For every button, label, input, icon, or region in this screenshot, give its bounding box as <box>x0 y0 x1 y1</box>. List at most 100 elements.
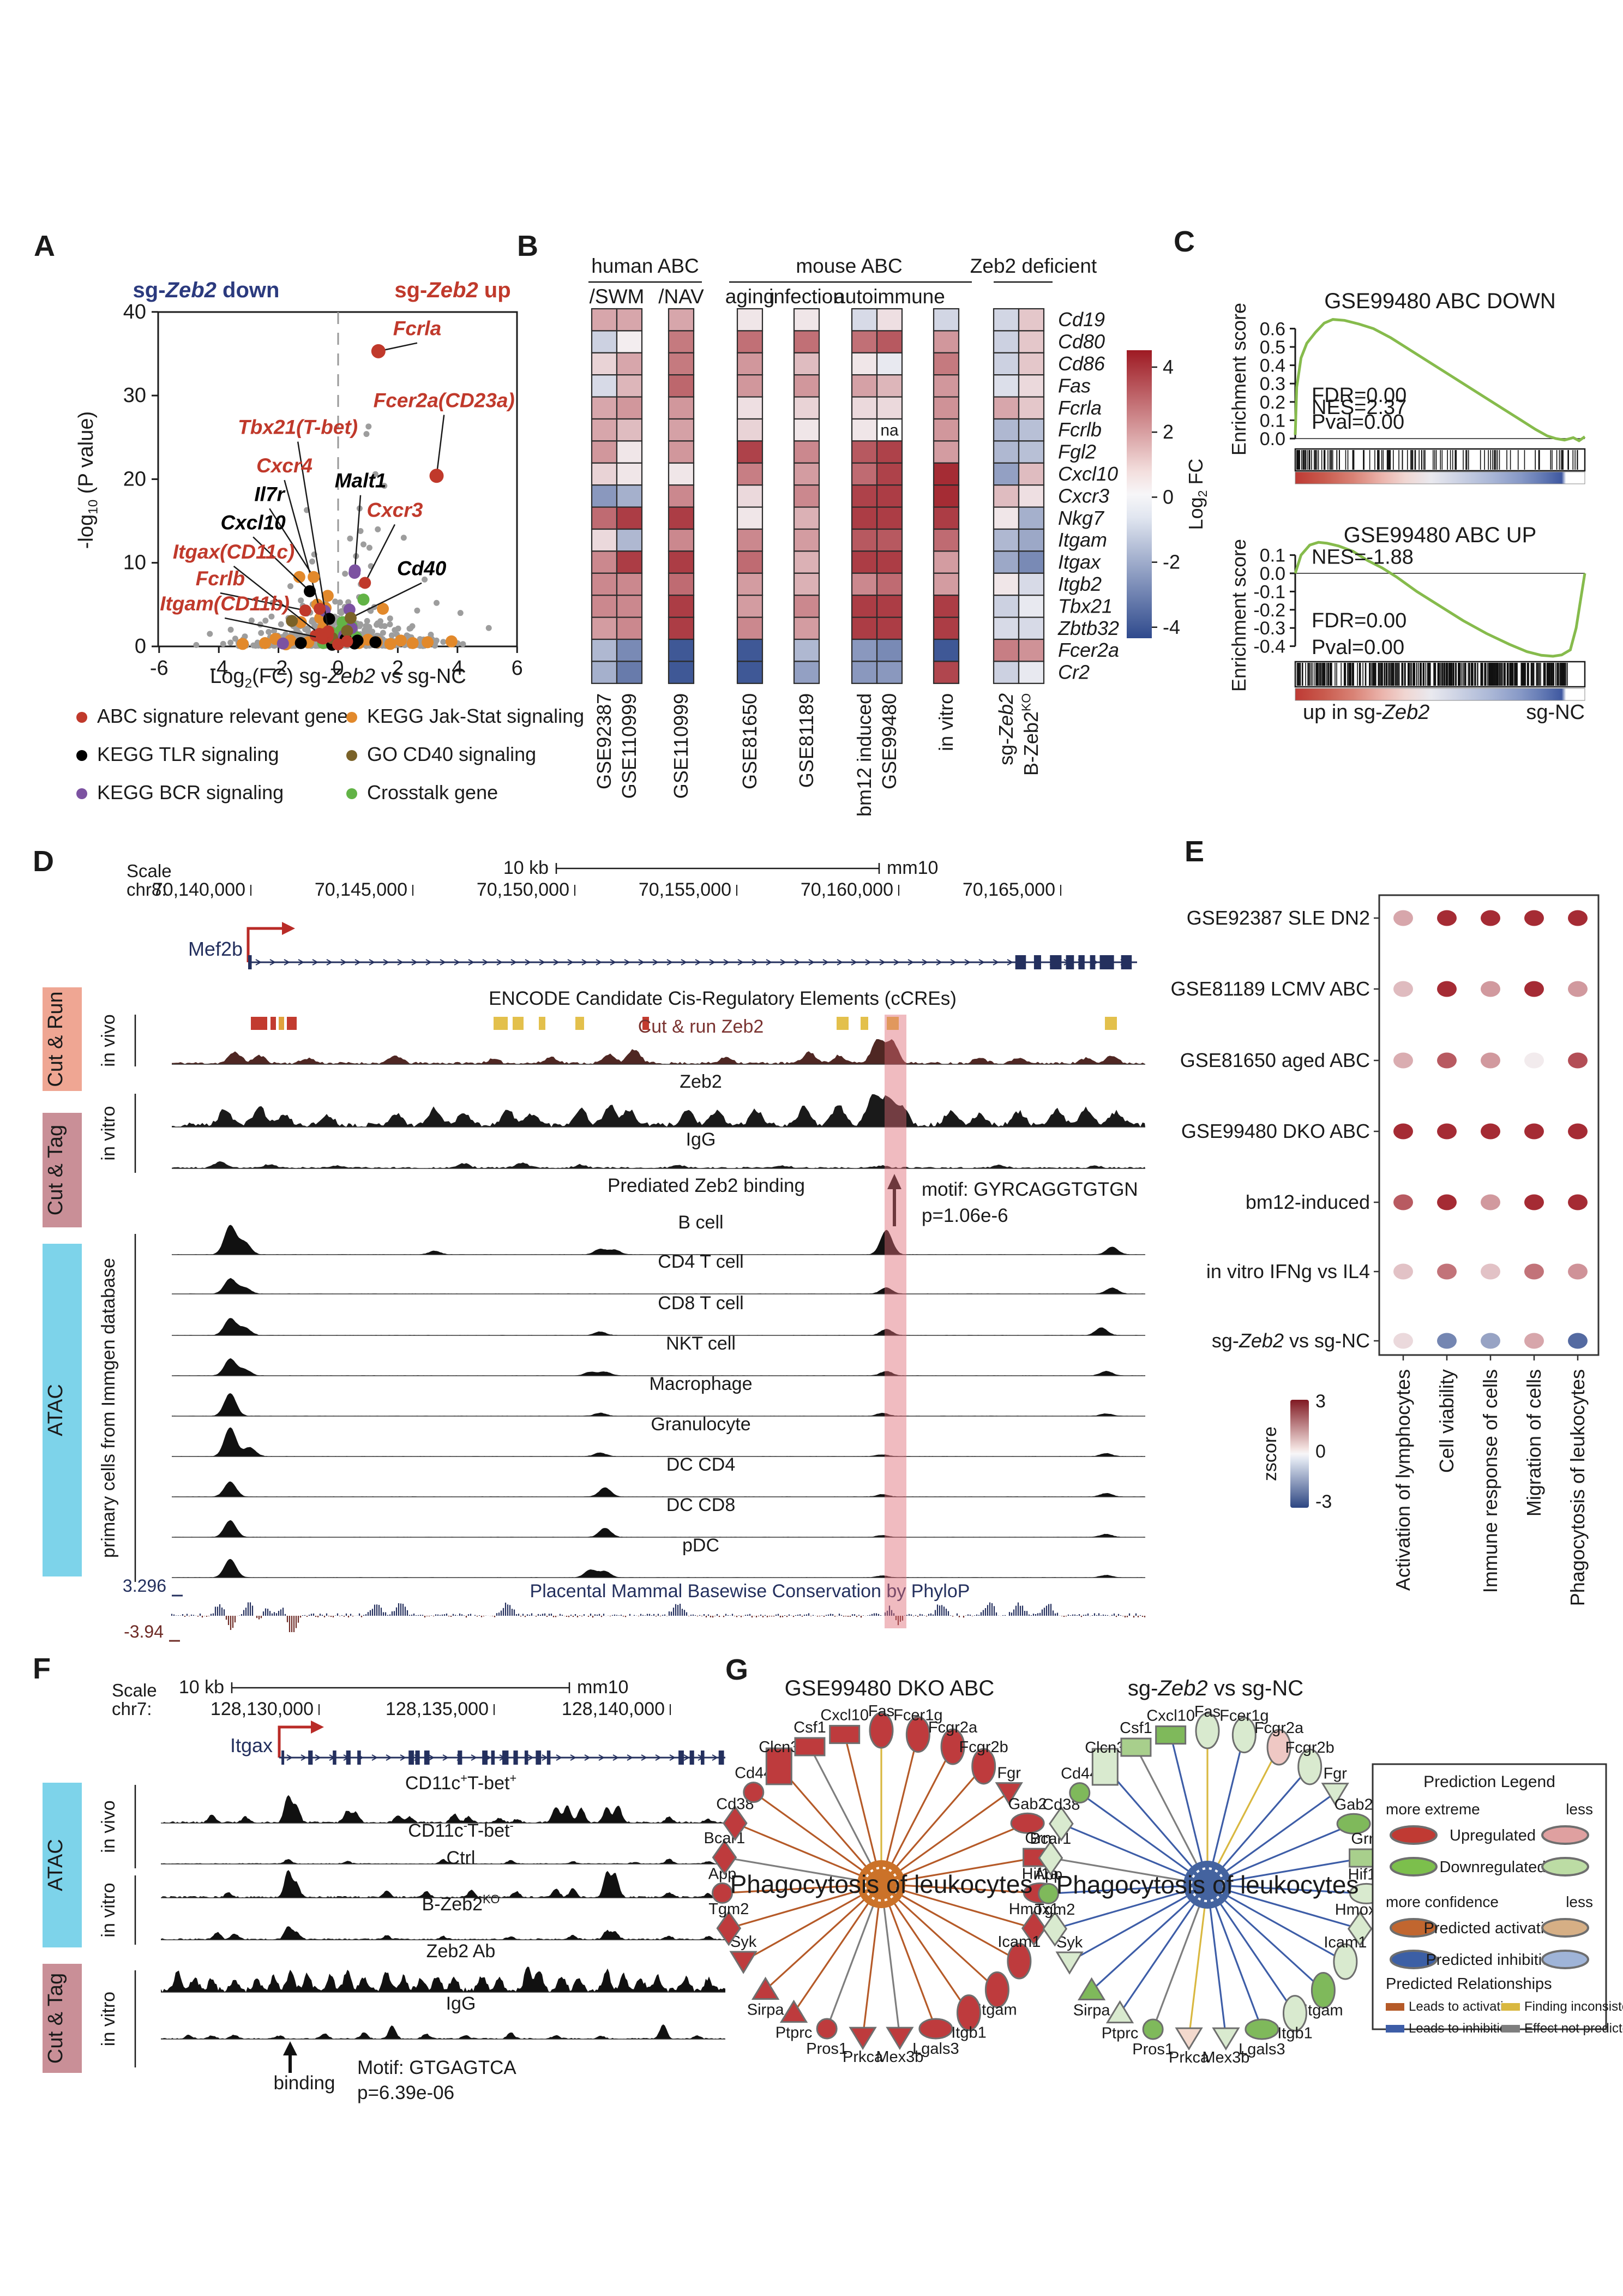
network-edge <box>1048 1884 1208 1895</box>
heat-cell <box>851 484 878 508</box>
gene-label-Cd40: Cd40 <box>397 557 447 580</box>
network-node-label-Fgr: Fgr <box>1323 1765 1347 1783</box>
d-sidebar-box <box>43 987 82 1091</box>
heat-gene-label: Cd19 <box>1058 308 1105 331</box>
dotplot-dot <box>1481 1333 1500 1349</box>
network-node-shape <box>1038 1840 1063 1876</box>
ccre-box <box>513 1017 524 1030</box>
network-node-label-Pros1: Pros1 <box>1132 2041 1174 2058</box>
dotplot-dot <box>1524 1263 1544 1280</box>
heat-cell <box>1018 462 1045 486</box>
network-node-label-Fcgr2b: Fcgr2b <box>1285 1739 1335 1757</box>
heat-cell <box>993 595 1020 618</box>
heat-gene-label: Cr2 <box>1058 661 1090 684</box>
legend-label: KEGG TLR signaling <box>97 743 279 765</box>
network-node-shape <box>1142 2018 1164 2040</box>
panel-label-b: B <box>517 230 538 262</box>
pl-row-label: Downregulated <box>1439 1859 1546 1876</box>
f-chrom: chr7: <box>112 1699 152 1719</box>
heat-cell <box>1018 550 1045 574</box>
gene-label-Cxcr4: Cxcr4 <box>256 454 312 477</box>
heat-cell <box>876 352 903 376</box>
network-node-label-Fas: Fas <box>1194 1703 1221 1720</box>
heat-cell <box>1018 374 1045 398</box>
dotplot-dot <box>1481 981 1500 997</box>
dotplot-dot <box>1393 1194 1413 1210</box>
network-node-shape <box>1155 1725 1187 1745</box>
network-edge <box>1069 1884 1208 1963</box>
leader-line <box>350 582 422 619</box>
heat-cell <box>876 484 903 508</box>
mef2b-exon <box>1015 955 1026 969</box>
gsea-top-title: GSE99480 ABC DOWN <box>1324 289 1556 313</box>
dotplot-dot <box>1481 910 1500 926</box>
network-edge <box>881 1856 1038 1885</box>
network-node-label-Fcgr2a: Fcgr2a <box>928 1719 978 1736</box>
itgax-exon <box>536 1751 542 1765</box>
pl-swatch <box>1541 1918 1589 1938</box>
leader-line <box>354 495 362 571</box>
network-edge <box>880 1883 998 1991</box>
motif-pval: p=1.06e-6 <box>922 1205 1008 1226</box>
heat-col-label: B-Zeb2KO <box>1019 693 1042 776</box>
network-title-right: sg-Zeb2 vs sg-NC <box>1128 1676 1303 1700</box>
heat-cell <box>993 484 1020 508</box>
pl-rel-swatch <box>1501 2025 1520 2033</box>
heat-cell <box>668 661 695 684</box>
heat-cell <box>668 308 695 332</box>
network-node-shape <box>1266 1729 1291 1766</box>
f-binding-arrow <box>283 2041 297 2055</box>
sub-header: aging <box>725 285 775 308</box>
group-header: Zeb2 deficient <box>970 255 1097 277</box>
heat-cell <box>1018 506 1045 530</box>
network-node-label-Clcn3: Clcn3 <box>759 1739 799 1756</box>
network-edge <box>722 1883 882 1894</box>
heat-cell <box>1018 661 1045 684</box>
heat-cell <box>876 595 903 618</box>
heat-cell <box>933 440 960 464</box>
network-edge <box>793 1884 882 2013</box>
heat-cell <box>851 418 878 442</box>
heat-cell <box>793 308 820 332</box>
volcano-ylabel: -log10 (P value) <box>75 411 100 549</box>
f-track-label: CD11c+T-bet+ <box>405 1771 516 1794</box>
gene-point-Cxcr3 <box>359 577 371 589</box>
d-coord: 70,150,000 <box>477 879 569 900</box>
network-edge <box>728 1883 882 1929</box>
mef2b-label: Mef2b <box>188 938 243 960</box>
f-scale-label: 10 kb <box>179 1677 224 1698</box>
gsea-bot-fdr: FDR=0.00 <box>1312 609 1406 632</box>
heat-cell <box>851 550 878 574</box>
heat-cell <box>933 308 960 332</box>
dotplot-row-label: sg-Zeb2 vs sg-NC <box>1212 1329 1370 1352</box>
heat-cell <box>793 506 820 530</box>
heat-cell <box>616 418 643 442</box>
atac-track-label: CD8 T cell <box>658 1293 743 1314</box>
dotplot-row-label: GSE92387 SLE DN2 <box>1187 907 1370 929</box>
itgax-exon <box>415 1751 420 1765</box>
network-node-shape <box>1021 1910 1047 1946</box>
heat-gene-label: Fcrla <box>1058 397 1102 419</box>
panel-label-e: E <box>1185 835 1205 868</box>
network-edge <box>881 1883 1041 1894</box>
network-edge <box>880 1765 984 1885</box>
dotplot-row-label: GSE81650 aged ABC <box>1180 1049 1370 1071</box>
heat-cell <box>933 638 960 662</box>
heat-cell <box>933 396 960 420</box>
heat-cell <box>1018 638 1045 662</box>
d-genome: mm10 <box>887 858 938 878</box>
heat-cell <box>616 616 643 640</box>
sub-header: /NAV <box>658 285 704 308</box>
dotplot-dot <box>1481 1123 1500 1140</box>
gsea-bot-nes: NES=-1.88 <box>1312 546 1414 569</box>
network-node-shape <box>1120 1737 1152 1757</box>
ccre-box <box>287 1017 297 1030</box>
gsea-top-ytick: 0.2 <box>1260 392 1285 413</box>
cons-min: -3.94 <box>124 1622 164 1641</box>
colorbar-tick: 2 <box>1163 421 1174 443</box>
mef2b-exon <box>1050 955 1062 969</box>
d-group-label: in vivo <box>98 1014 119 1066</box>
legend-label: KEGG BCR signaling <box>97 781 284 804</box>
